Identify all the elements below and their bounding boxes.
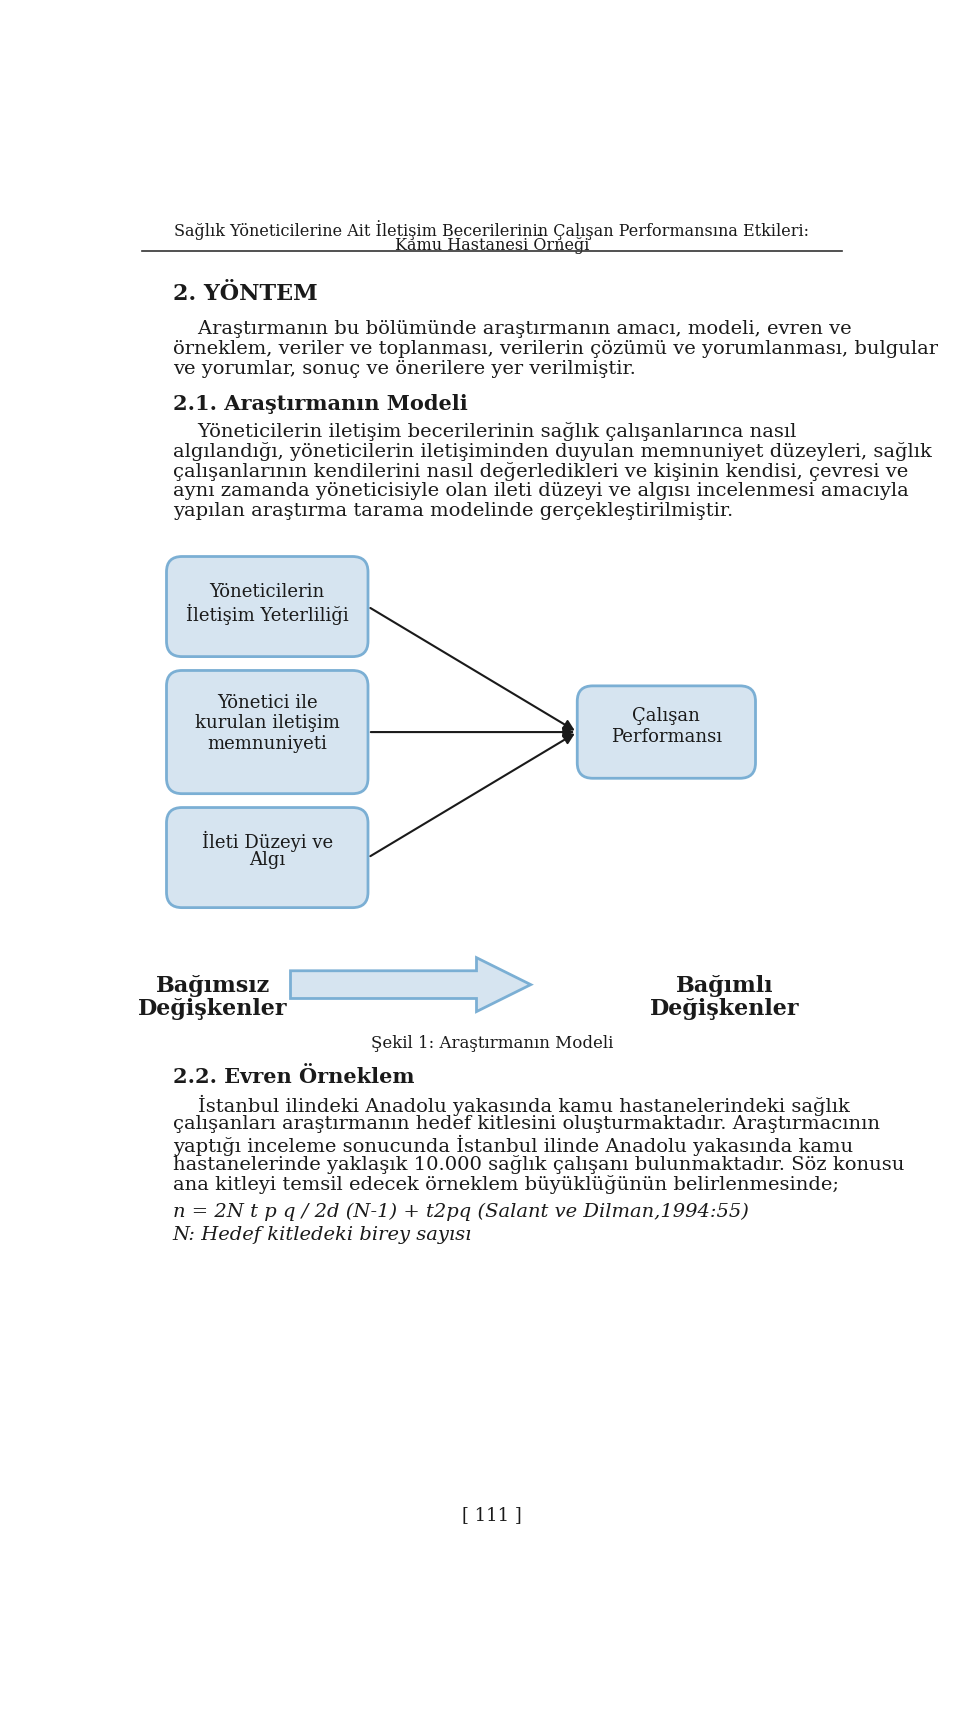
- Text: Çalışan: Çalışan: [633, 708, 700, 725]
- Text: 2. YÖNTEM: 2. YÖNTEM: [173, 283, 318, 306]
- FancyBboxPatch shape: [577, 685, 756, 778]
- Text: Yöneticilerin: Yöneticilerin: [209, 584, 324, 601]
- Text: İstanbul ilindeki Anadolu yakasında kamu hastanelerindeki sağlık: İstanbul ilindeki Anadolu yakasında kamu…: [173, 1094, 850, 1117]
- Text: Değişkenler: Değişkenler: [138, 998, 288, 1020]
- Text: örneklem, veriler ve toplanması, verilerin çözümü ve yorumlanması, bulgular: örneklem, veriler ve toplanması, veriler…: [173, 340, 938, 357]
- Text: ve yorumlar, sonuç ve önerilere yer verilmiştir.: ve yorumlar, sonuç ve önerilere yer veri…: [173, 361, 636, 378]
- Text: 2.2. Evren Örneklem: 2.2. Evren Örneklem: [173, 1067, 414, 1087]
- Text: [ 111 ]: [ 111 ]: [462, 1507, 522, 1524]
- Text: İleti Düzeyi ve: İleti Düzeyi ve: [202, 830, 333, 852]
- Text: yapılan araştırma tarama modelinde gerçekleştirilmiştir.: yapılan araştırma tarama modelinde gerçe…: [173, 502, 732, 521]
- Text: çalışanlarının kendilerini nasıl değerledikleri ve kişinin kendisi, çevresi ve: çalışanlarının kendilerini nasıl değerle…: [173, 462, 908, 481]
- FancyBboxPatch shape: [166, 557, 368, 656]
- Text: Araştırmanın bu bölümünde araştırmanın amacı, modeli, evren ve: Araştırmanın bu bölümünde araştırmanın a…: [173, 320, 852, 338]
- Text: Bağımsız: Bağımsız: [156, 976, 270, 998]
- Text: Yöneticilerin iletişim becerilerinin sağlık çalışanlarınca nasıl: Yöneticilerin iletişim becerilerinin sağ…: [173, 421, 796, 442]
- Text: algılandığı, yöneticilerin iletişiminden duyulan memnuniyet düzeyleri, sağlık: algılandığı, yöneticilerin iletişiminden…: [173, 442, 931, 460]
- Text: çalışanları araştırmanın hedef kitlesini oluşturmaktadır. Araştırmacının: çalışanları araştırmanın hedef kitlesini…: [173, 1115, 879, 1132]
- Polygon shape: [291, 957, 531, 1012]
- Text: 2.1. Araştırmanın Modeli: 2.1. Araştırmanın Modeli: [173, 393, 468, 414]
- Text: İletişim Yeterliliği: İletişim Yeterliliği: [186, 605, 348, 625]
- Text: Yönetici ile: Yönetici ile: [217, 694, 318, 711]
- Text: Sağlık Yöneticilerine Ait İletişim Becerilerinin Çalışan Performansına Etkileri:: Sağlık Yöneticilerine Ait İletişim Becer…: [175, 220, 809, 241]
- Text: yaptığı inceleme sonucunda İstanbul ilinde Anadolu yakasında kamu: yaptığı inceleme sonucunda İstanbul ilin…: [173, 1136, 852, 1156]
- Text: hastanelerinde yaklaşık 10.000 sağlık çalışanı bulunmaktadır. Söz konusu: hastanelerinde yaklaşık 10.000 sağlık ça…: [173, 1154, 904, 1173]
- Text: N: Hedef kitledeki birey sayısı: N: Hedef kitledeki birey sayısı: [173, 1225, 472, 1244]
- Text: Kamu Hastanesi Örneği: Kamu Hastanesi Örneği: [395, 234, 589, 254]
- FancyBboxPatch shape: [166, 807, 368, 907]
- Text: n = 2N t p q / 2d (N-1) + t2pq (Salant ve Dilman,1994:55): n = 2N t p q / 2d (N-1) + t2pq (Salant v…: [173, 1203, 749, 1221]
- Text: Performansı: Performansı: [611, 728, 722, 746]
- Text: ana kitleyi temsil edecek örneklem büyüklüğünün belirlenmesinde;: ana kitleyi temsil edecek örneklem büyük…: [173, 1175, 839, 1194]
- Text: Değişkenler: Değişkenler: [650, 998, 800, 1020]
- Text: aynı zamanda yöneticisiyle olan ileti düzeyi ve algısı incelenmesi amacıyla: aynı zamanda yöneticisiyle olan ileti dü…: [173, 481, 908, 500]
- Text: kurulan iletişim: kurulan iletişim: [195, 715, 340, 732]
- Text: Şekil 1: Araştırmanın Modeli: Şekil 1: Araştırmanın Modeli: [371, 1034, 613, 1051]
- Text: Bağımlı: Bağımlı: [676, 976, 773, 998]
- Text: memnuniyeti: memnuniyeti: [207, 735, 327, 752]
- Text: Algı: Algı: [250, 852, 285, 869]
- FancyBboxPatch shape: [166, 670, 368, 794]
